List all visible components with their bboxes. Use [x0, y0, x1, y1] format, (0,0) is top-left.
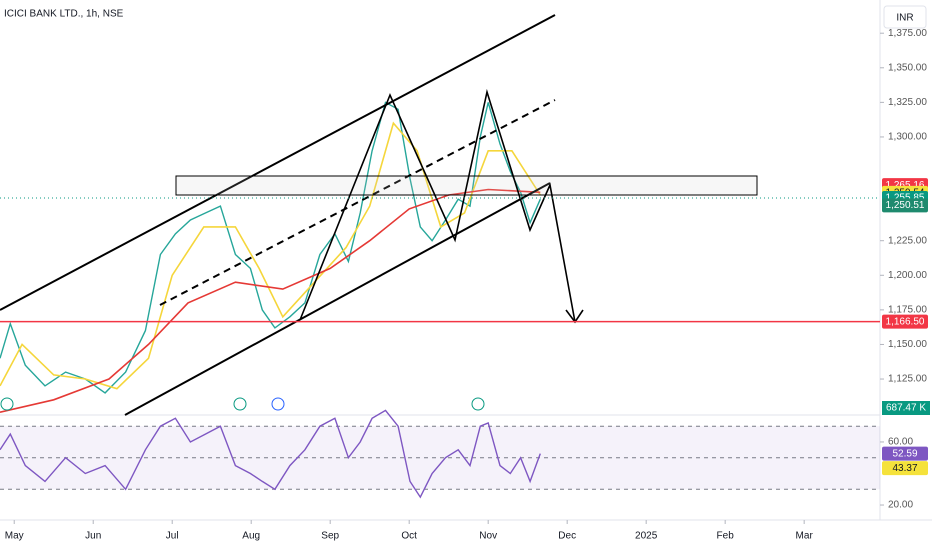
price-label-bg [882, 198, 928, 213]
price-label: 43.37 [892, 463, 917, 474]
channel-mid [159, 99, 556, 306]
series-line [0, 121, 541, 390]
x-tick-label: May [5, 531, 24, 542]
earnings-icon [0, 397, 14, 411]
x-tick-label: 2025 [635, 531, 658, 542]
earnings-icon [471, 397, 485, 411]
x-tick-label: Aug [242, 531, 260, 542]
y-tick-label: 1,325.00 [888, 97, 927, 108]
event-icons [0, 397, 485, 411]
y-tick-label: 1,200.00 [888, 270, 927, 281]
volume-label: 687.47 K [886, 403, 926, 414]
currency[interactable]: INR [896, 13, 913, 24]
x-tick-label: Sep [321, 531, 339, 542]
x-tick-label: Jun [85, 531, 101, 542]
x-tick-label: Nov [479, 531, 497, 542]
y-tick-label: 60.00 [888, 437, 913, 448]
price-label-bg [882, 461, 928, 476]
y-tick-label: 1,225.00 [888, 235, 927, 246]
y-tick-label: 1,300.00 [888, 132, 927, 143]
price-label: 1,265.16 [886, 180, 925, 191]
y-tick-label: 1,125.00 [888, 374, 927, 385]
earnings-icon [233, 397, 247, 411]
dividend-icon [271, 397, 285, 411]
currency-box[interactable] [883, 5, 927, 29]
price-label-bg [882, 314, 928, 329]
y-tick-label: 20.00 [888, 500, 913, 511]
x-tick-label: Feb [717, 531, 735, 542]
price-label-bg [882, 446, 928, 461]
volume-label-bg [882, 401, 930, 415]
price-label: 1,250.51 [886, 200, 925, 211]
channel-upper [0, 14, 556, 311]
y-tick-label: 1,375.00 [888, 28, 927, 39]
x-tick-label: Dec [558, 531, 576, 542]
x-tick-label: Jul [166, 531, 179, 542]
x-tick-label: Oct [401, 531, 417, 542]
drawings [0, 14, 758, 416]
y-tick-label: 1,350.00 [888, 62, 927, 73]
chart-title: ICICI BANK LTD., 1h, NSE [4, 9, 124, 20]
y-tick-label: 1,150.00 [888, 339, 927, 350]
price-label: 1,166.50 [886, 316, 925, 327]
pattern-path [299, 88, 576, 323]
y-tick-label: 1,175.00 [888, 305, 927, 316]
x-tick-label: Mar [796, 531, 814, 542]
channel-lower [124, 182, 551, 416]
price-label: 52.59 [892, 448, 917, 459]
series-line [0, 101, 541, 394]
series-line [0, 409, 541, 499]
price-label: 1,255.85 [886, 193, 925, 204]
